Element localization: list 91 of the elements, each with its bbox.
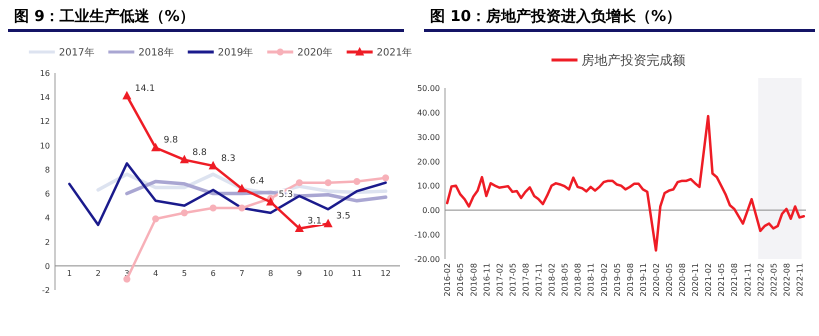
data-label: 8.3 xyxy=(221,154,236,164)
x-tick-label: 6 xyxy=(210,268,216,278)
line-series xyxy=(446,114,806,252)
data-label: 8.8 xyxy=(192,148,207,158)
x-tick-label: 2018-02 xyxy=(548,263,557,296)
data-label: 14.1 xyxy=(134,84,155,94)
x-tick-label: 2019-05 xyxy=(612,263,622,296)
x-tick-label: 1 xyxy=(66,268,72,278)
x-tick-label: 2018-05 xyxy=(560,263,570,296)
point xyxy=(382,174,390,182)
x-tick-label: 7 xyxy=(239,268,244,278)
y-tick-label: 2 xyxy=(44,238,50,247)
x-tick-label: 5 xyxy=(182,268,187,278)
legend-label: 2020年 xyxy=(297,46,333,59)
point xyxy=(152,215,160,222)
point xyxy=(296,179,303,186)
point xyxy=(151,142,160,152)
x-tick-label: 2016-05 xyxy=(456,263,466,296)
point xyxy=(266,196,276,206)
x-tick-label: 2019-02 xyxy=(600,263,609,296)
y-tick-label: 14 xyxy=(40,93,50,102)
y-tick-label: 10.00 xyxy=(417,182,440,191)
y-tick-label: 4 xyxy=(44,214,50,223)
chart-title: 图 9：工业生产低迷（%） xyxy=(14,7,195,25)
x-tick-label: 12 xyxy=(380,268,391,278)
point xyxy=(123,276,130,283)
x-tick-label: 2020-08 xyxy=(678,263,688,296)
x-tick-label: 2019-08 xyxy=(626,263,635,296)
x-tick-label: 2022-11 xyxy=(795,263,804,296)
x-tick-label: 2021-05 xyxy=(717,263,726,296)
y-tick-label: 40.00 xyxy=(417,108,440,118)
y-tick-label: 8 xyxy=(44,165,50,174)
point xyxy=(353,178,360,185)
x-tick-label: 2017-02 xyxy=(495,263,504,296)
legend-label: 2019年 xyxy=(218,46,254,59)
y-tick-label: 50.00 xyxy=(417,84,440,93)
x-tick-label: 2021-08 xyxy=(730,263,740,296)
x-tick-label: 4 xyxy=(153,268,158,278)
x-tick-label: 2022-05 xyxy=(769,263,778,296)
x-tick-label: 2017-05 xyxy=(508,263,518,296)
y-tick-label: -10.00 xyxy=(414,230,440,240)
x-tick-label: 2021-11 xyxy=(743,263,752,296)
y-tick-label: 20.00 xyxy=(417,157,440,166)
data-label: 3.5 xyxy=(336,212,350,222)
y-tick-label: 30.00 xyxy=(417,132,440,142)
point xyxy=(294,224,304,232)
x-tick-label: 2 xyxy=(96,268,101,278)
legend-label: 2021年 xyxy=(376,46,412,59)
x-tick-label: 2021-02 xyxy=(704,263,714,296)
x-tick-label: 2018-08 xyxy=(574,263,583,296)
x-tick-label: 8 xyxy=(268,268,274,278)
x-tick-label: 2016-08 xyxy=(469,263,478,296)
x-tick-label: 2020-11 xyxy=(691,263,700,296)
legend-label: 房地产投资完成额 xyxy=(582,52,686,69)
x-tick-label: 9 xyxy=(296,268,302,278)
point xyxy=(210,204,217,212)
legend: 房地产投资完成额 xyxy=(552,54,686,69)
x-tick-label: 2018-11 xyxy=(586,263,596,296)
y-tick-label: -20.00 xyxy=(414,255,440,264)
point xyxy=(324,218,333,228)
line-series xyxy=(68,162,387,226)
y-tick-label: 10 xyxy=(40,141,50,150)
x-tick-label: 2020-05 xyxy=(664,263,674,296)
point xyxy=(180,154,189,164)
point xyxy=(180,209,188,216)
data-label: 6.4 xyxy=(250,176,264,187)
x-tick-label: 2020-02 xyxy=(652,263,661,296)
chart-title: 图 10：房地产投资进入负增长（%） xyxy=(430,7,682,25)
y-tick-label: 0.00 xyxy=(422,206,440,216)
y-tick-label: 16 xyxy=(40,69,50,78)
x-tick-label: 2019-11 xyxy=(638,263,648,296)
point xyxy=(324,179,332,186)
x-tick-label: 2022-08 xyxy=(782,263,792,296)
point xyxy=(238,204,246,212)
x-tick-label: 11 xyxy=(352,268,362,278)
y-tick-label: 6 xyxy=(44,190,50,199)
y-tick-label: 0 xyxy=(44,262,50,271)
legend-label: 2018年 xyxy=(138,46,174,59)
x-tick-label: 2017-08 xyxy=(521,263,530,296)
x-tick-label: 2016-11 xyxy=(482,263,492,296)
y-tick-label: 12 xyxy=(40,117,50,126)
point xyxy=(122,90,132,100)
data-label: 9.8 xyxy=(164,136,178,146)
x-tick-label: 10 xyxy=(323,268,334,278)
x-tick-label: 2017-11 xyxy=(534,263,544,296)
point xyxy=(237,184,246,192)
legend-label: 2017年 xyxy=(58,46,94,59)
x-tick-label: 2016-02 xyxy=(443,263,452,296)
x-tick-label: 2022-02 xyxy=(756,263,766,296)
y-tick-label: -2 xyxy=(42,286,50,295)
data-label: 3.1 xyxy=(307,216,322,227)
